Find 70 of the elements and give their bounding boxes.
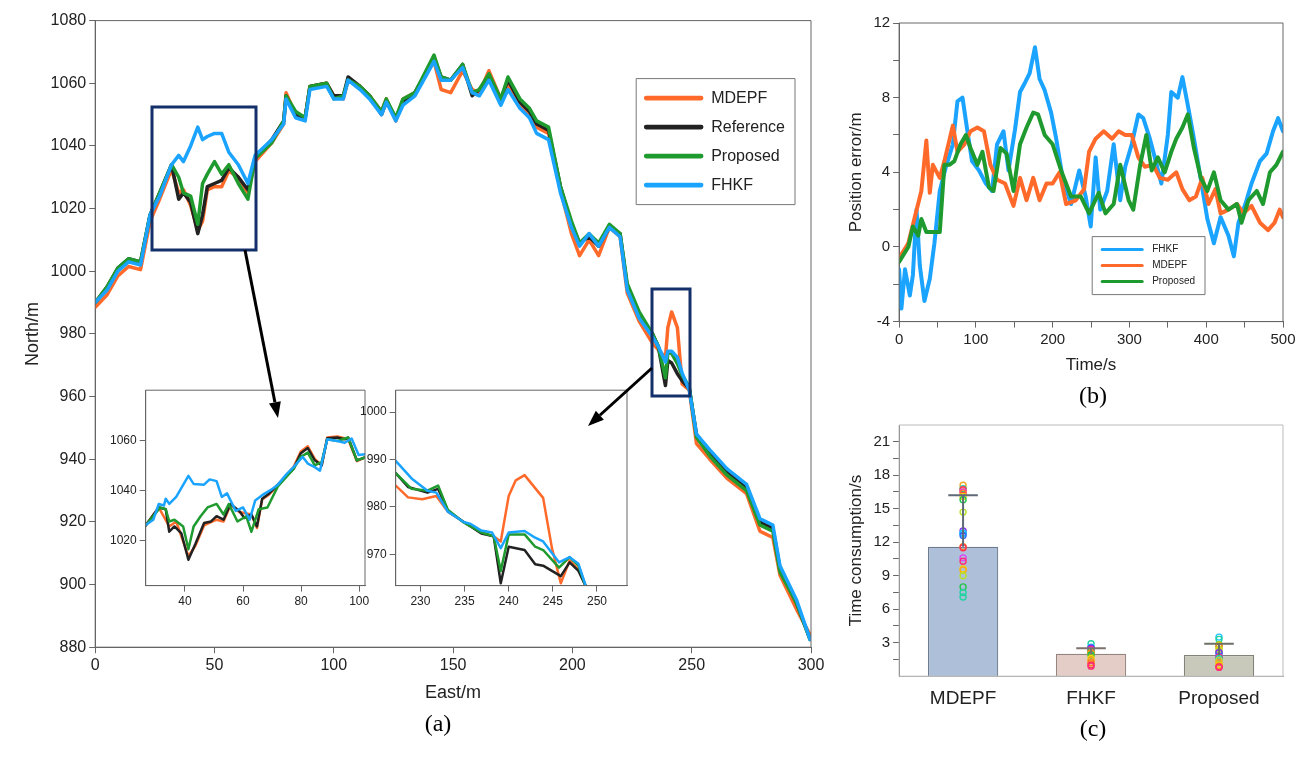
x-tick-label: 300 — [1116, 329, 1142, 347]
y-tick-label: 1040 — [109, 482, 138, 497]
x-tick-label: 500 — [1270, 329, 1296, 347]
y-tick-label: 4 — [881, 162, 891, 180]
y-tick-label: 1060 — [109, 432, 138, 447]
x-tick-label: 100 — [349, 594, 370, 609]
y-tick-label: 3 — [881, 632, 891, 650]
x-tick-label: 250 — [678, 656, 706, 674]
x-axis-title: East/m — [425, 682, 482, 703]
x-tick-label: Proposed — [1178, 686, 1260, 708]
x-tick-label: 200 — [559, 656, 586, 674]
x-tick-label: 235 — [454, 594, 475, 609]
legend-label: FHKF — [1152, 243, 1179, 255]
x-tick-label: FHKF — [1066, 686, 1116, 708]
y-tick-label: 990 — [366, 451, 388, 466]
x-tick-label: 250 — [586, 594, 608, 609]
x-tick-label: 240 — [498, 594, 520, 609]
y-tick-label: 8 — [881, 87, 891, 105]
y-tick-label: 980 — [366, 499, 388, 514]
x-tick-label: 60 — [236, 594, 250, 609]
y-tick-label: 920 — [59, 512, 87, 530]
y-axis-title: North/m — [21, 301, 42, 366]
y-tick-label: 18 — [873, 465, 891, 483]
x-tick-label: MDEPF — [929, 686, 997, 708]
x-axis-title: Time/s — [1065, 355, 1117, 375]
y-tick-label: 15 — [873, 498, 891, 516]
y-tick-label: 0 — [881, 237, 891, 255]
y-tick-label: -4 — [876, 311, 891, 329]
legend-label: Proposed — [1152, 275, 1195, 287]
legend-label: MDEPF — [1152, 259, 1188, 271]
x-tick-label: 400 — [1193, 329, 1219, 347]
text: (b) — [1078, 381, 1108, 410]
x-tick-label: 230 — [410, 594, 431, 609]
x-tick-label: 80 — [294, 594, 309, 609]
legend-label: MDEPF — [711, 88, 768, 106]
x-tick-label: 50 — [205, 656, 224, 674]
y-tick-label: 12 — [873, 13, 891, 31]
y-tick-label: 970 — [366, 546, 388, 561]
y-tick-label: 9 — [881, 565, 891, 583]
legend-label: Reference — [711, 117, 786, 135]
x-tick-label: 100 — [963, 329, 989, 347]
x-tick-label: 0 — [90, 656, 100, 674]
y-tick-label: 1000 — [50, 261, 87, 279]
y-tick-label: 1040 — [50, 136, 87, 154]
y-tick-label: 6 — [881, 599, 891, 617]
y-tick-label: 21 — [873, 431, 891, 449]
x-tick-label: 245 — [542, 594, 564, 609]
y-axis-title: Time consumption/s — [845, 474, 865, 627]
text: (c) — [1078, 714, 1108, 743]
text: (a) — [423, 709, 453, 738]
y-tick-label: 12 — [873, 532, 891, 550]
y-tick-label: 1020 — [109, 532, 138, 547]
legend-label: FHKF — [711, 175, 754, 193]
x-tick-label: 200 — [1040, 329, 1066, 347]
x-tick-label: 150 — [439, 656, 467, 674]
y-tick-label: 1000 — [359, 404, 388, 419]
legend-label: Proposed — [711, 146, 780, 164]
y-tick-label: 940 — [59, 449, 87, 467]
x-tick-label: 40 — [178, 594, 192, 609]
y-tick-label: 1080 — [50, 11, 87, 29]
y-tick-label: 980 — [59, 324, 87, 342]
y-tick-label: 1060 — [50, 73, 87, 91]
y-tick-label: 1020 — [50, 198, 87, 216]
y-tick-label: 960 — [59, 386, 87, 404]
y-tick-label: 880 — [59, 637, 87, 655]
x-tick-label: 100 — [320, 656, 348, 674]
x-tick-label: 300 — [797, 656, 825, 674]
y-tick-label: 900 — [59, 574, 87, 592]
y-axis-title: Position error/m — [845, 112, 865, 233]
x-tick-label: 0 — [894, 329, 904, 347]
